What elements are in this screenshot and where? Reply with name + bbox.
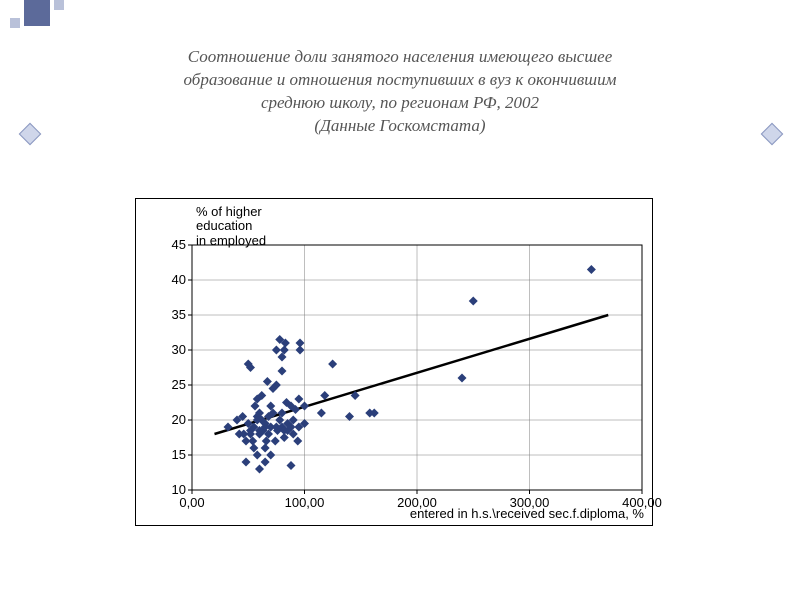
title-line-3: среднюю школу, по регионам РФ, 2002 [60,92,740,115]
y-tick-label: 40 [158,272,186,287]
y-axis-title-l1: % of higher [196,205,266,219]
y-tick-label: 15 [158,447,186,462]
bullet-diamond-left [19,123,42,146]
y-tick-label: 20 [158,412,186,427]
title-line-4: (Данные Госкомстата) [60,115,740,138]
y-tick-label: 25 [158,377,186,392]
corner-accent-small-2 [54,0,64,10]
corner-accent [24,0,50,26]
scatter-chart: % of higher education in employed 101520… [135,198,653,526]
title-line-2: образование и отношения поступивших в ву… [60,69,740,92]
y-axis-title-l2: education [196,219,266,233]
y-tick-label: 45 [158,237,186,252]
y-tick-label: 35 [158,307,186,322]
x-axis-title: entered in h.s.\received sec.f.diploma, … [410,506,644,521]
y-tick-label: 30 [158,342,186,357]
x-tick-label: 100,00 [285,495,325,510]
title-line-1: Соотношение доли занятого населения имею… [60,46,740,69]
bullet-diamond-right [761,123,784,146]
corner-accent-small-1 [10,18,20,28]
y-axis-title: % of higher education in employed [196,205,266,248]
slide-title: Соотношение доли занятого населения имею… [60,46,740,138]
x-tick-label: 0,00 [179,495,204,510]
plot-area [192,245,642,490]
